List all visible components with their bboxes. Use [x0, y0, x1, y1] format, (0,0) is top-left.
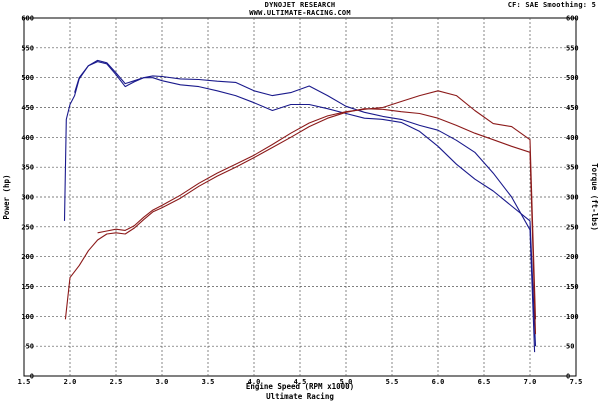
series-lines: [63, 59, 537, 353]
y-tick-label-left: 0: [30, 373, 34, 381]
y-tick-label-left: 450: [21, 104, 34, 112]
x-axis-label: Engine Speed (RPM x1000): [246, 382, 354, 391]
y-tick-label-right: 0: [566, 373, 570, 381]
x-tick-labels: 1.5 2.0 2.5 3.0 3.5 4.0 4.5 5.0 5.5 6.0 6.5 7.0 7.5: [18, 378, 583, 386]
correction-settings: CF: SAE Smoothing: 5: [507, 1, 596, 9]
x-tick-label: 2.5: [110, 378, 123, 386]
x-tick-label: 6.0: [432, 378, 445, 386]
y-tick-labels-right: 0 50 100 150 200 250 300 350 400 450 500 550 600: [566, 15, 579, 381]
y-tick-label-right: 450: [566, 104, 579, 112]
y-tick-labels-left: 0 50 100 150 200 250 300 350 400 450 500 550 600: [21, 15, 34, 381]
y-tick-label-right: 400: [566, 134, 579, 142]
y-tick-label-left: 300: [21, 194, 34, 202]
y-tick-label-left: 550: [21, 44, 34, 52]
y-tick-label-left: 500: [21, 74, 34, 82]
x-tick-label: 1.5: [18, 378, 31, 386]
x-tick-label: 5.0: [340, 378, 353, 386]
y-tick-label-right: 50: [566, 343, 574, 351]
y-tick-label-left: 350: [21, 164, 34, 172]
y-tick-label-left: 50: [26, 343, 34, 351]
y-tick-label-left: 250: [21, 223, 34, 231]
x-tick-label: 7.0: [524, 378, 537, 386]
grid-lines: [24, 18, 576, 376]
series-line-blue-2: [74, 61, 537, 347]
series-line-red-3: [64, 108, 537, 335]
y-tick-label-right: 500: [566, 74, 579, 82]
x-tick-label: 5.5: [386, 378, 399, 386]
chart-footer: Ultimate Racing: [266, 392, 334, 401]
y-tick-label-right: 250: [566, 223, 579, 231]
y-tick-label-left: 600: [21, 15, 34, 23]
chart-title: DYNOJET RESEARCH: [264, 1, 336, 9]
x-tick-label: 4.0: [248, 378, 261, 386]
x-tick-label: 7.5: [570, 378, 583, 386]
x-tick-label: 2.0: [64, 378, 77, 386]
y-tick-label-right: 100: [566, 313, 579, 321]
x-tick-label: 3.0: [156, 378, 169, 386]
y-tick-label-left: 100: [21, 313, 34, 321]
y-axis-label-left: Power (hp): [2, 174, 11, 219]
series-line-blue-1: [63, 59, 536, 353]
x-tick-label: 6.5: [478, 378, 491, 386]
y-tick-label-right: 550: [566, 44, 579, 52]
series-line-red-4: [97, 90, 537, 320]
y-tick-label-right: 600: [566, 15, 579, 23]
y-tick-label-right: 150: [566, 283, 579, 291]
y-tick-label-right: 300: [566, 194, 579, 202]
x-tick-label: 3.5: [202, 378, 215, 386]
chart-subtitle: WWW.ULTIMATE-RACING.COM: [249, 9, 351, 17]
y-tick-label-left: 400: [21, 134, 34, 142]
y-axis-label-right: Torque (ft-lbs): [590, 163, 599, 231]
y-tick-label-right: 200: [566, 253, 579, 261]
x-tick-label: 4.5: [294, 378, 307, 386]
y-tick-label-left: 200: [21, 253, 34, 261]
y-tick-label-right: 350: [566, 164, 579, 172]
y-tick-label-left: 150: [21, 283, 34, 291]
